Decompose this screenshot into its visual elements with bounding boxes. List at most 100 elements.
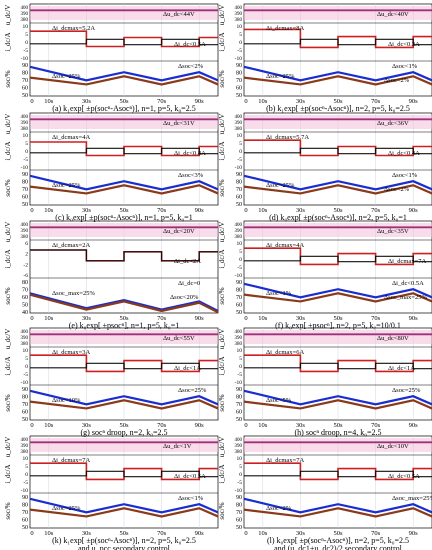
annotation: Δu_dc<80V [377,335,409,342]
tick-label: 380 [235,450,243,455]
tick-label: 400 [21,330,29,335]
soc-series-b [29,399,219,410]
tick-label: -10 [235,488,243,494]
annotation: Δi_dcmax=7A [52,457,90,464]
tick-label: 10 [237,456,243,462]
tick-label: 10s [44,98,54,105]
axis-label: i_dc/A [218,32,226,51]
tick-label: 5 [25,464,28,470]
tick-label: 10 [237,24,243,30]
annotation: Δu_dc<1V [163,443,192,450]
annotation: Δsoc<3% [178,172,204,179]
tick-label: -2 [23,262,28,268]
axis-label: u_dc/V [4,437,12,458]
annotation: Δsoc<5% [266,397,292,404]
tick-label: 90s [195,98,205,105]
idc-series-b [30,470,218,478]
tick-label: -10 [21,380,29,386]
axis-label: i_dc/A [218,464,226,483]
soc-series-a [29,497,219,514]
chart-caption: (a) k₁exp[ ±p(socⁿ-Asocⁿ)], n=1, p=5, k₀… [52,104,195,113]
annotation: Δu_dc<10V [377,443,409,450]
tick-label: 50 [22,417,28,423]
tick-label: 10 [23,24,29,30]
tick-label: 10 [237,348,243,354]
tick-label: 70s [157,98,167,105]
tick-label: 10s [44,422,54,429]
annotation: Δi_dc<0.8A [174,150,206,157]
annotation: Δi_dcmax=8A [266,25,304,32]
axis-label: i_dc/A [4,32,12,51]
idc-series-b [30,249,218,262]
tick-label: 390 [235,336,243,341]
annotation: Δsoc=25% [266,182,295,189]
tick-label: 400 [235,330,243,335]
soc-series-b [29,184,219,195]
tick-label: 380 [235,342,243,347]
annotation: Δu_dc<35V [377,228,409,235]
annotation: Δsoc<1% [178,495,204,502]
tick-label: 80 [236,288,242,294]
tick-label: 5 [239,32,242,38]
tick-label: 400 [21,6,29,11]
tick-label: 50s [119,530,129,537]
annotation: Δsoc<2% [266,505,292,512]
tick-label: 90s [409,422,419,429]
annotation: Δi_dcmax=3A [52,349,90,356]
annotation: Δsoc=25% [52,73,81,80]
tick-label: 80 [22,395,28,401]
tick-label: 70 [236,78,242,84]
axis-label: i_dc/A [218,141,226,160]
annotation: Δi_dc<2A [174,258,201,265]
tick-label: 30s [82,315,92,322]
chart-caption: (d) k₀exp[ ±p(socⁿ-Asocⁿ)], n=2, p=5, k₀… [269,213,407,222]
axis-label: i_dc/A [4,356,12,375]
annotation: Δsoc_max=25% [384,294,427,301]
soc-series-a [243,497,432,514]
tick-label: 0 [244,530,247,537]
tick-label: 30s [296,207,306,214]
soc-series-b [243,507,432,518]
tick-label: 30s [82,422,92,429]
axis-label: u_dc/V [4,222,12,243]
annotation: Δsoc=25% [52,182,81,189]
annotation: Δu_dc<31V [163,120,195,127]
tick-label: 60 [236,303,242,309]
soc-series-a [29,65,219,82]
chart-caption: (h) socⁿ droop, n=4, k₀=2.5 [295,428,382,437]
chart-caption: (l) k₀exp[ ±p(socⁿ-Asocⁿ)], n=2, p=5, k₀… [267,536,409,545]
tick-label: 90s [195,530,205,537]
tick-label: 0 [30,98,33,105]
tick-label: 400 [235,223,243,228]
axis-label: soc/% [4,502,12,519]
chart-panel: u_dc/Vi_dc/Asoc/%4003903801050-5-1090807… [218,3,432,113]
tick-label: 5 [239,356,242,362]
axis-label: soc/% [218,502,226,519]
tick-label: 0 [244,207,247,214]
annotation: Δi_dcmax=5.7A [266,134,309,141]
tick-label: 90 [236,63,242,69]
tick-label: 390 [235,12,243,17]
soc-series-b [243,75,432,86]
tick-label: 0 [25,40,28,46]
tick-label: 10s [258,422,268,429]
tick-label: 80 [236,395,242,401]
chart-panel: u_dc/Vi_dc/Asoc/%4003903801050-5-1090807… [218,220,432,330]
chart-panel: u_dc/Vi_dc/Asoc/%40039038062-2-680706050… [4,220,219,330]
tick-label: 10s [258,207,268,214]
tick-label: -10 [235,273,243,279]
tick-label: 390 [21,229,29,234]
axis-label: u_dc/V [4,114,12,135]
annotation: Δu_dc<44V [163,11,195,18]
annotation: Δi_dcmax=6A [266,349,304,356]
tick-label: 70 [22,288,28,294]
tick-label: 90 [22,172,28,178]
tick-label: -5 [23,48,28,54]
tick-label: 10s [44,207,54,214]
axis-label: u_dc/V [218,5,226,26]
chart-panel: u_dc/Vi_dc/Asoc/%4003903801050-5-1090807… [218,435,432,550]
annotation: Δi_dcmax=7A [266,457,304,464]
axis-label: u_dc/V [218,114,226,135]
chart-panel: u_dc/Vi_dc/Asoc/%4003903801050-5-1090807… [4,327,219,437]
soc-series-b [29,507,219,518]
